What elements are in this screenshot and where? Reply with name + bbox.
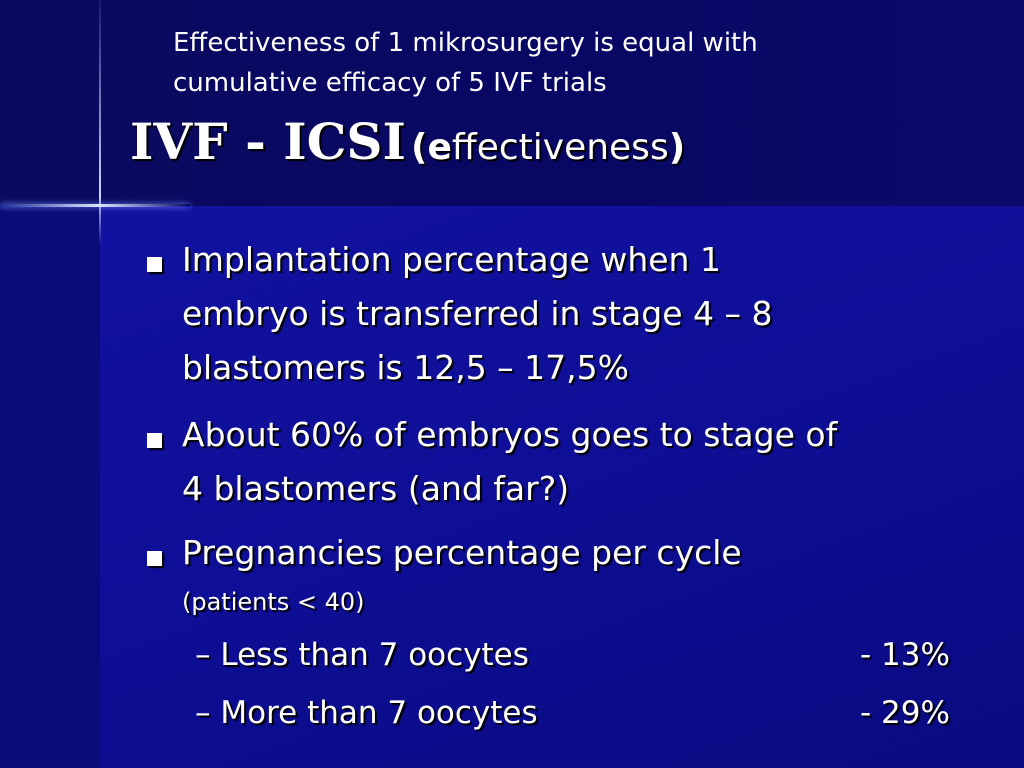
sub-value: - 29%	[860, 695, 950, 731]
note-line: cumulative efficacy of 5 IVF trials	[173, 68, 607, 98]
bullet-line: About 60% of embryos goes to stage of	[182, 415, 838, 454]
title-part: )	[668, 127, 686, 168]
side-strip	[0, 206, 100, 768]
sub-item: – More than 7 oocytes	[195, 695, 538, 731]
bullet-marker	[147, 551, 162, 566]
title-part: ffectiveness	[451, 127, 669, 168]
header-band	[0, 0, 1024, 206]
sub-value: - 13%	[860, 637, 950, 673]
sub-item: – Less than 7 oocytes	[195, 637, 529, 673]
note-line: Effectiveness of 1 mikrosurgery is equal…	[173, 28, 758, 58]
decor-line	[99, 0, 101, 245]
bullet-marker	[147, 433, 162, 448]
title: IVF - ICSI (effectiveness)	[130, 110, 685, 186]
bullet-marker	[147, 257, 162, 272]
bullet-line: blastomers is 12,5 – 17,5%	[182, 348, 629, 387]
bullet-line: Pregnancies percentage per cycle	[182, 533, 742, 572]
title-main: IVF - ICSI	[130, 112, 406, 171]
title-part: (e	[411, 127, 452, 168]
bullet-line: 4 blastomers (and far?)	[182, 469, 570, 508]
decor-line	[0, 204, 190, 207]
bullet-note: (patients < 40)	[182, 588, 365, 616]
bullet-line: embryo is transferred in stage 4 – 8	[182, 294, 773, 333]
sub-label: Less than 7 oocytes	[220, 637, 529, 673]
bullet-line: Implantation percentage when 1	[182, 240, 721, 279]
sub-label: More than 7 oocytes	[220, 695, 538, 731]
